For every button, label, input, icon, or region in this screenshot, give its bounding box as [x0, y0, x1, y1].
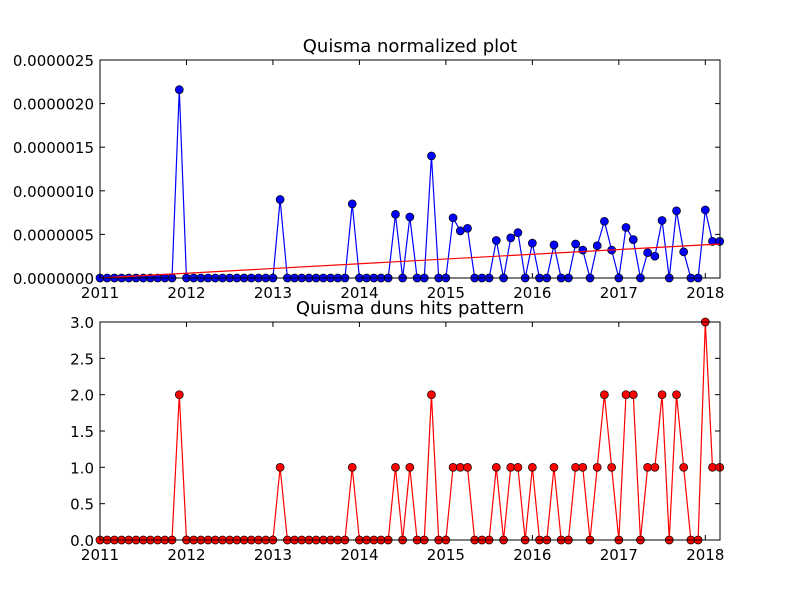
- plot2-data-point: [549, 462, 559, 472]
- plot1-data-point: [657, 216, 667, 225]
- plot1-data-point: [391, 209, 400, 219]
- plot2-ytick-label: 2.0: [70, 387, 94, 405]
- plot1-data-point: [455, 226, 465, 236]
- plot2-xtick-label: 2014: [340, 546, 378, 564]
- plot2-data-point: [455, 462, 465, 472]
- plot1-xtick-label: 2016: [513, 284, 551, 302]
- plot1-data-point: [174, 85, 184, 94]
- plot1-axes-frame: [99, 59, 721, 279]
- plot1-ytick-label: 0.0000000: [13, 270, 94, 288]
- plot1-data-point: [427, 151, 436, 161]
- plot2-data-point: [592, 462, 602, 472]
- plot1-data-point: [347, 199, 357, 209]
- plot1-data-point: [506, 233, 516, 243]
- plot1-data-point: [672, 206, 681, 216]
- plot1-data-point: [592, 241, 602, 251]
- plot2-ytick-label: 0.0: [70, 532, 94, 550]
- plot2-series-0-line: [100, 321, 720, 541]
- plot1-xtick-label: 2013: [254, 284, 292, 302]
- plot2-title: Quisma duns hits pattern: [296, 298, 524, 319]
- plot1-data-point: [621, 223, 631, 232]
- plot1-data-point: [549, 240, 559, 250]
- plot1-xtick-label: 2017: [600, 284, 638, 302]
- plot2-xtick-label: 2012: [167, 546, 205, 564]
- plot1-data-point: [448, 213, 458, 223]
- plot1-data-point: [571, 239, 580, 249]
- plot1-series-1-line: [99, 243, 721, 279]
- plot1-ytick-label: 0.0000025: [13, 52, 94, 70]
- plot2-data-point: [463, 462, 472, 472]
- plot1-xtick-label: 2018: [686, 284, 724, 302]
- plot2-axes-frame: [99, 321, 721, 541]
- plot2-data-point: [427, 390, 436, 400]
- plot2-data-point: [347, 462, 357, 472]
- plot2-data-point: [708, 462, 717, 472]
- plot2-data-point: [607, 462, 617, 472]
- plot2-data-point: [571, 462, 580, 472]
- plot1-ytick-label: 0.0000020: [13, 96, 94, 114]
- plot1-series-0-line: [100, 89, 720, 279]
- plot2-data-point: [448, 462, 458, 472]
- plot1-data-point: [700, 205, 710, 215]
- plot1-ytick-label: 0.0000010: [13, 183, 94, 201]
- plot1-data-point: [513, 228, 523, 238]
- plot2-data-point: [628, 390, 638, 400]
- plot1-data-point: [643, 248, 652, 258]
- plot1-data-point: [679, 247, 689, 257]
- plot1-data-point: [491, 236, 501, 245]
- plot2-data-point: [405, 462, 415, 472]
- plot2-ytick-label: 1.0: [70, 459, 94, 477]
- plot2-data-point: [174, 390, 184, 400]
- plot2-data-point: [650, 462, 660, 472]
- plot2-xtick-label: 2017: [600, 546, 638, 564]
- plot2-xtick-label: 2018: [686, 546, 724, 564]
- plot2-ytick-label: 3.0: [70, 314, 94, 332]
- plot1-ytick-label: 0.0000005: [13, 226, 94, 244]
- plot1-data-point: [578, 245, 588, 255]
- plot2-data-point: [275, 462, 285, 472]
- plot1-xtick-label: 2015: [427, 284, 465, 302]
- plot2-ytick-label: 2.5: [70, 350, 94, 368]
- plot2-xtick-label: 2016: [513, 546, 551, 564]
- plot2-data-point: [506, 462, 516, 472]
- plot1-xtick-label: 2011: [81, 284, 119, 302]
- plot1-data-point: [528, 238, 537, 248]
- plot2-panel: Quisma duns hits pattern 0.0 0.5 1.0 1.5 2.0 2…: [70, 298, 724, 564]
- plot1-panel: Quisma normalized plot 0.0000000 0.0000005…: [13, 36, 725, 302]
- plot1-xtick-label: 2012: [167, 284, 205, 302]
- plot2-xtick-label: 2013: [254, 546, 292, 564]
- plot1-data-point: [405, 212, 415, 222]
- plot2-data-point: [528, 462, 537, 472]
- plot2-ytick-label: 0.5: [70, 496, 94, 514]
- plot1-data-point: [600, 216, 609, 226]
- plot2-data-point: [578, 462, 588, 472]
- plot1-data-point: [463, 223, 472, 233]
- plot1-ytick-label: 0.0000015: [13, 139, 94, 157]
- plot2-xtick-label: 2011: [81, 546, 119, 564]
- plot2-data-point: [621, 390, 631, 400]
- plot2-data-point: [600, 390, 609, 400]
- plot2-xtick-label: 2015: [427, 546, 465, 564]
- plot2-ytick-label: 1.5: [70, 423, 94, 441]
- plot1-xtick-label: 2014: [340, 284, 378, 302]
- plot2-data-point: [391, 462, 400, 472]
- plot2-data-point: [491, 462, 501, 472]
- plot2-data-point: [679, 462, 689, 472]
- plot2-data-point: [643, 462, 652, 472]
- plot2-data-point: [672, 390, 681, 400]
- plot2-data-point: [657, 390, 667, 400]
- plot1-data-point: [275, 195, 285, 204]
- plot1-data-point: [628, 235, 638, 244]
- plot1-title: Quisma normalized plot: [303, 36, 517, 57]
- plot2-data-point: [513, 462, 523, 472]
- plot1-data-point: [650, 251, 660, 261]
